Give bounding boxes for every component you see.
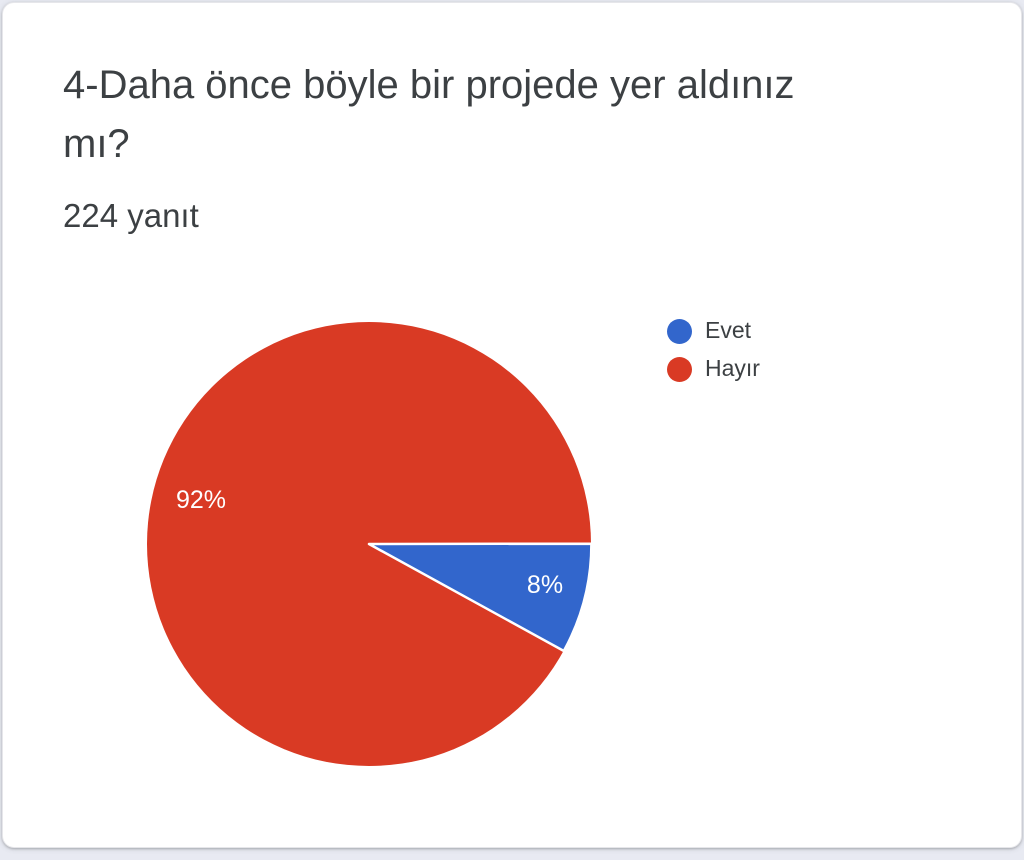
svg-text:92%: 92% [176, 486, 226, 514]
svg-text:8%: 8% [527, 571, 563, 599]
